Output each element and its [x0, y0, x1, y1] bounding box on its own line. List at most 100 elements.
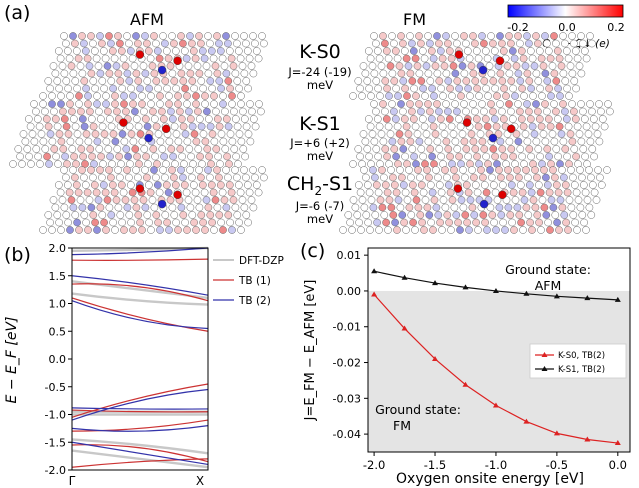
- atom: [233, 122, 242, 131]
- atom: [435, 39, 443, 48]
- atom: [120, 137, 129, 146]
- atom: [235, 130, 244, 138]
- atom: [461, 211, 470, 219]
- atom: [424, 69, 433, 78]
- atom: [49, 196, 58, 204]
- atom: [255, 100, 263, 108]
- atom: [133, 152, 141, 161]
- atom: [170, 122, 179, 131]
- atom: [577, 69, 586, 78]
- atom: [544, 115, 553, 123]
- atom: [41, 145, 50, 153]
- atom: [49, 62, 58, 70]
- atom: [197, 122, 206, 131]
- atom: [410, 84, 418, 93]
- atom: [426, 145, 435, 153]
- band-ytick-label: 1.0: [49, 298, 67, 311]
- atom: [443, 211, 452, 219]
- atom: [366, 122, 375, 131]
- j-value: J=-6 (-7): [295, 199, 345, 213]
- atom: [429, 226, 437, 234]
- atom: [228, 226, 236, 234]
- atom-highlight: [488, 133, 498, 143]
- atom: [134, 77, 143, 85]
- atom: [550, 69, 559, 78]
- atom: [208, 84, 216, 93]
- atom: [81, 47, 90, 55]
- atom: [438, 122, 447, 131]
- atom: [525, 77, 534, 85]
- atom: [411, 122, 420, 131]
- j-value: J=-24 (-19): [288, 65, 352, 79]
- atom: [65, 188, 74, 197]
- atom: [426, 107, 434, 116]
- atom: [553, 47, 562, 55]
- atom: [480, 145, 489, 153]
- atom: [417, 39, 425, 48]
- atom: [498, 107, 506, 116]
- panel-a-label: (a): [4, 2, 31, 24]
- atom: [390, 145, 399, 153]
- atom: [150, 32, 158, 40]
- atom: [529, 92, 537, 100]
- atom: [372, 39, 380, 48]
- structure-name-text: K-S1: [299, 113, 341, 135]
- atom: [34, 152, 42, 161]
- atom: [69, 69, 78, 78]
- atom: [145, 84, 153, 93]
- atom: [554, 152, 562, 161]
- nanoribbon-r0-s0: [39, 32, 268, 100]
- atom: [217, 84, 225, 93]
- atom: [156, 226, 164, 234]
- atom: [489, 39, 497, 48]
- atom: [113, 145, 122, 153]
- atom: [219, 100, 227, 108]
- band-1-7: [71, 458, 209, 468]
- atom: [514, 69, 523, 78]
- atom: [238, 196, 247, 204]
- atom: [369, 166, 377, 174]
- atom: [78, 166, 86, 174]
- atom: [252, 47, 261, 55]
- atom: [590, 152, 598, 161]
- atom: [224, 211, 233, 219]
- atom: [515, 211, 524, 219]
- atom: [353, 211, 362, 219]
- atom: [99, 181, 108, 189]
- atom: [414, 203, 423, 212]
- j-point-1: [492, 287, 499, 293]
- atom: [215, 173, 223, 182]
- atom: [128, 188, 137, 197]
- structure-name-k-s0: K-S0: [265, 41, 375, 63]
- atom: [382, 218, 390, 227]
- atom: [60, 166, 68, 174]
- atom: [406, 100, 414, 108]
- nanoribbon-r2-s1: [339, 166, 611, 234]
- atom: [430, 92, 438, 100]
- band-1-2: [71, 297, 209, 332]
- atom: [231, 69, 240, 78]
- atom: [489, 107, 497, 116]
- atom: [403, 196, 412, 204]
- atom: [69, 166, 77, 174]
- atom: [168, 32, 176, 40]
- atom: [409, 47, 418, 55]
- atom: [215, 122, 224, 131]
- atom: [194, 107, 202, 116]
- atom: [76, 196, 85, 204]
- atom: [57, 100, 65, 108]
- atom: [85, 196, 94, 204]
- atom: [587, 173, 595, 182]
- atom: [446, 152, 454, 161]
- atom: [568, 137, 577, 146]
- j-point-1: [432, 280, 439, 286]
- atom: [181, 130, 190, 138]
- atom: [390, 181, 399, 189]
- atom: [462, 39, 470, 48]
- atom: [469, 137, 478, 146]
- atom: [74, 54, 83, 63]
- atom: [390, 107, 398, 116]
- atom: [54, 181, 63, 189]
- atom: [595, 137, 604, 146]
- atom: [349, 160, 357, 168]
